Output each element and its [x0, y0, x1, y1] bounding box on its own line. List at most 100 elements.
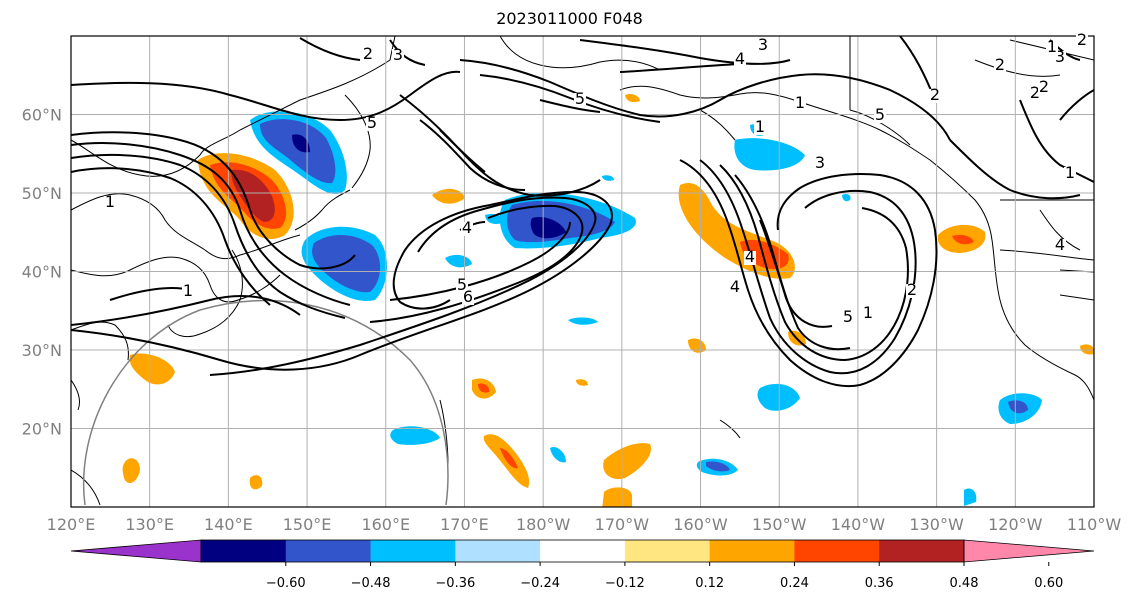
lon-tick-label: 110°W — [1067, 515, 1122, 534]
contour-label: 4 — [745, 247, 755, 266]
contour-label-bg — [814, 157, 826, 171]
colorbar-segment — [794, 540, 880, 562]
colorbar-segment — [285, 540, 372, 562]
contour-label-bg — [1076, 34, 1088, 48]
colorbar-extend-min — [70, 539, 202, 563]
colorbar-border — [200, 539, 965, 563]
contour-label-bg — [734, 53, 746, 67]
contour-label: 1 — [863, 303, 873, 322]
colorbar-tick-label: −0.60 — [266, 576, 306, 591]
contour-label-bg — [794, 97, 806, 111]
contour-label: 5 — [875, 105, 885, 124]
contour-label-bg — [392, 49, 404, 63]
lon-tick-label: 120°E — [47, 515, 96, 534]
lon-tick-label: 160°W — [673, 515, 728, 534]
colorbar-tick-label: 0.36 — [865, 576, 894, 591]
colorbar-tick-label: 0.60 — [1034, 576, 1063, 591]
colorbar-tick-label: −0.12 — [605, 576, 645, 591]
lat-tick-label: 20°N — [22, 420, 62, 439]
contour-label: 3 — [1055, 47, 1065, 66]
contour-label: 2 — [930, 85, 940, 104]
lat-tick-label: 40°N — [22, 263, 62, 282]
contour-label-bg — [362, 48, 374, 62]
contour-label: 3 — [815, 153, 825, 172]
contour-label: 2 — [907, 280, 917, 299]
contour-label: 4 — [735, 49, 745, 68]
map-title: 2023011000 F048 — [496, 9, 643, 28]
contour-label: 2 — [995, 55, 1005, 74]
colorbar-tick-label: −0.48 — [351, 576, 391, 591]
colorbar-segment — [201, 540, 287, 562]
lon-tick-label: 140°E — [204, 515, 253, 534]
contour-label-bg — [1064, 167, 1076, 181]
contour-label-bg — [104, 196, 116, 210]
contour-label-bg — [462, 291, 474, 305]
contour-label-bg — [366, 117, 378, 131]
contour-label-bg — [874, 109, 886, 123]
contour-label-bg — [842, 311, 854, 325]
colorbar-tick-label: −0.24 — [520, 576, 560, 591]
contour-label-bg — [1038, 81, 1050, 95]
contour-label-bg — [754, 121, 766, 135]
lon-tick-label: 140°W — [831, 515, 886, 534]
contour-label-bg — [929, 89, 941, 103]
contour-label: 5 — [457, 275, 467, 294]
contour-label: 2 — [1030, 83, 1040, 102]
lon-tick-label: 120°W — [988, 515, 1043, 534]
colorbar-tick-label: −0.36 — [435, 576, 475, 591]
colorbar-tick-label: 0.24 — [780, 576, 809, 591]
contour-label-bg — [862, 307, 874, 321]
lon-tick-label: 160°E — [361, 515, 410, 534]
colorbar-ticks: −0.60 −0.48 −0.36 −0.24 −0.12 0.12 0.24 0.36 0.4… — [266, 562, 1063, 591]
lat-tick-label: 30°N — [22, 341, 62, 360]
anomaly-fills — [122, 93, 1094, 507]
colorbar-segment — [540, 540, 626, 562]
contour-label: 1 — [105, 192, 115, 211]
contour-label-bg — [1054, 239, 1066, 253]
lon-tick-label: 170°W — [595, 515, 650, 534]
contour-label: 3 — [758, 35, 768, 54]
colorbar-segment — [455, 540, 541, 562]
contour-label-bg — [1046, 41, 1058, 55]
colorbar-segment — [370, 540, 456, 562]
range-ring — [82, 299, 449, 506]
contour-label: 1 — [1065, 163, 1075, 182]
contour-label-bg — [456, 279, 468, 293]
colorbar-segment — [879, 540, 965, 562]
contour-label: 1 — [1047, 37, 1057, 56]
contour-label: 3 — [393, 45, 403, 64]
contour-label-bg — [744, 251, 756, 265]
contour-label: 4 — [462, 218, 472, 237]
contour-label-bg — [906, 284, 918, 298]
contour-label-bg — [994, 59, 1006, 73]
lat-tick-label: 50°N — [22, 184, 62, 203]
lon-tick-label: 130°W — [909, 515, 964, 534]
lon-tick-label: 150°W — [752, 515, 807, 534]
map-border — [70, 35, 1095, 508]
contour-label-bg — [461, 222, 473, 236]
contour-label-bg — [574, 93, 586, 107]
contour-label-bg — [729, 281, 741, 295]
colorbar-segment — [624, 540, 711, 562]
colorbar-segment — [709, 540, 795, 562]
contour-label: 1 — [755, 117, 765, 136]
contour-label: 1 — [183, 281, 193, 300]
colorbar-extend-max — [963, 539, 1095, 563]
latitude-ticks: 20°N 30°N 40°N 50°N 60°N — [22, 106, 62, 439]
contour-label: 6 — [463, 287, 473, 306]
contour-label: 5 — [843, 307, 853, 326]
lon-tick-label: 150°E — [283, 515, 332, 534]
lon-tick-label: 180°W — [516, 515, 571, 534]
longitude-ticks: 120°E 130°E 140°E 150°E 160°E 170°E 180°W 170°W… — [47, 515, 1122, 534]
colorbar-tick-label: 0.12 — [695, 576, 724, 591]
contour-label-bg — [757, 39, 769, 53]
lon-tick-label: 130°E — [125, 515, 174, 534]
contour-label: 2 — [1077, 30, 1087, 49]
colorbar — [70, 539, 1095, 563]
lat-tick-label: 60°N — [22, 106, 62, 125]
contour-label: 5 — [575, 89, 585, 108]
colorbar-tick-label: 0.48 — [950, 576, 979, 591]
contour-label-bg — [182, 285, 194, 299]
